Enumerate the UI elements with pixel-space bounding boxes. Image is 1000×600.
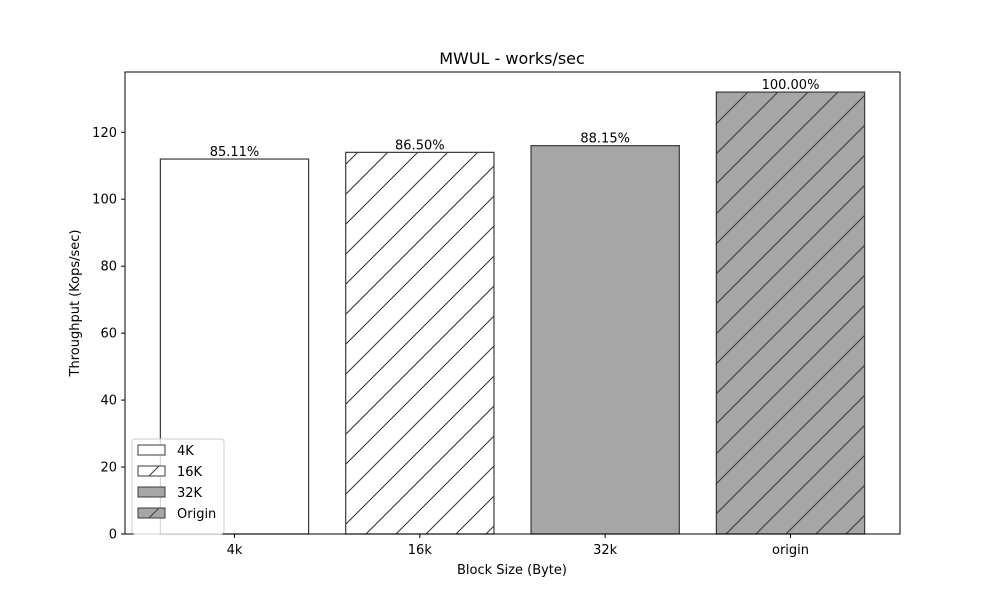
data-label-16k: 86.50% xyxy=(395,138,445,153)
data-labels-layer: 85.11% 86.50% 88.15% 100.00% xyxy=(210,78,820,160)
bars-layer xyxy=(159,91,866,535)
legend-swatch-hatch xyxy=(148,507,160,519)
chart-title: MWUL - works/sec xyxy=(439,49,585,68)
legend-swatch-fill xyxy=(138,445,165,455)
legend-label: Origin xyxy=(177,507,216,522)
bar-fill xyxy=(531,145,680,535)
legend-label: 4K xyxy=(177,444,194,459)
bar-16k xyxy=(345,151,495,535)
y-tick-label: 20 xyxy=(100,461,117,476)
bar-32k xyxy=(530,145,680,535)
legend-label: 16K xyxy=(177,465,203,480)
x-tick-label-16k: 16k xyxy=(408,543,433,558)
legend: 4K 16K 32K Origin xyxy=(131,438,225,535)
legend-swatch-hatch xyxy=(148,465,160,477)
y-axis: 0 20 40 60 80 100 120 xyxy=(92,126,125,543)
legend-item-origin: Origin xyxy=(137,507,216,522)
y-tick-label: 60 xyxy=(100,327,117,342)
legend-swatch-outline xyxy=(137,486,166,498)
y-axis-label: Throughput (Kops/sec) xyxy=(68,230,83,378)
legend-swatch-outline xyxy=(137,444,166,456)
data-label-origin: 100.00% xyxy=(762,78,820,93)
x-tick-label-4k: 4k xyxy=(227,543,243,558)
x-tick-label-origin: origin xyxy=(772,543,809,558)
bar-hatch xyxy=(716,92,865,534)
y-tick-label: 0 xyxy=(109,528,117,543)
legend-item-4k: 4K xyxy=(137,444,194,459)
data-label-32k: 88.15% xyxy=(580,132,630,147)
legend-swatch-fill xyxy=(138,487,165,497)
legend-swatch-fill xyxy=(138,508,165,518)
legend-item-16k: 16K xyxy=(137,465,203,480)
data-label-4k: 85.11% xyxy=(210,145,260,160)
x-axis: 4k 16k 32k origin xyxy=(227,534,809,558)
legend-item-32k: 32K xyxy=(137,486,203,501)
y-tick-label: 100 xyxy=(92,193,117,208)
plot-area-frame xyxy=(124,71,901,535)
legend-swatch-outline xyxy=(137,465,166,477)
legend-swatch-outline xyxy=(137,507,166,519)
legend-label: 32K xyxy=(177,486,203,501)
y-tick-label: 40 xyxy=(100,394,117,409)
legend-swatch-fill xyxy=(138,466,165,476)
bar-hatch xyxy=(345,152,494,534)
bar-origin xyxy=(715,91,866,535)
x-axis-label: Block Size (Byte) xyxy=(457,563,567,578)
y-tick-label: 120 xyxy=(92,126,117,141)
x-tick-label-32k: 32k xyxy=(593,543,618,558)
y-tick-label: 80 xyxy=(100,260,117,275)
